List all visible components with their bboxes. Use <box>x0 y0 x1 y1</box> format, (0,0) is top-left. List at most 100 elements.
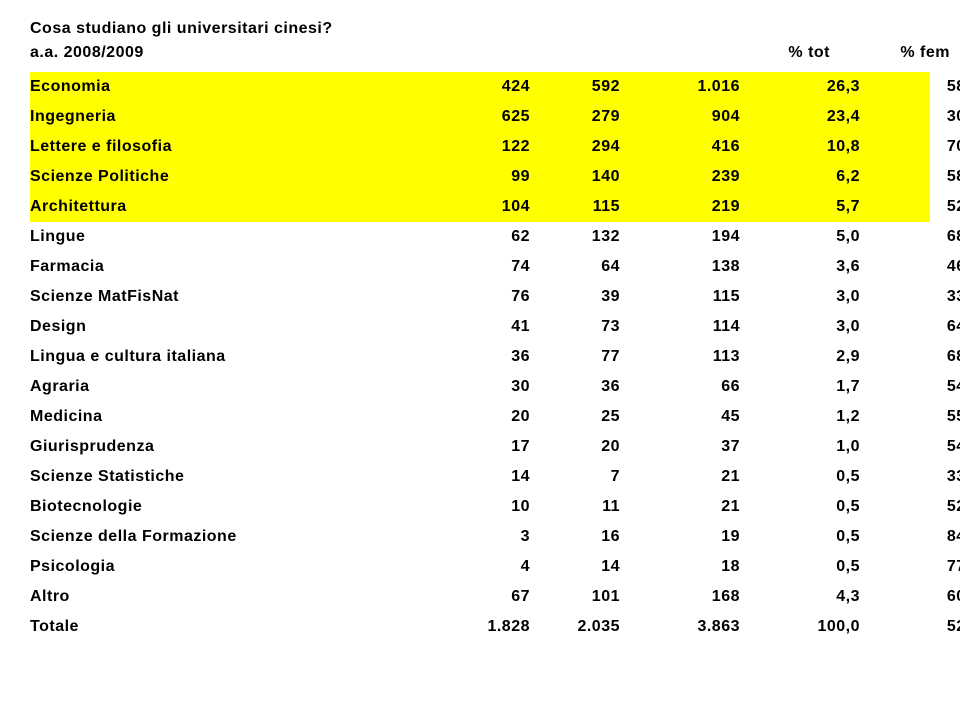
cell-c2: 132 <box>530 228 620 246</box>
cell-c2: 14 <box>530 558 620 576</box>
cell-c3: 21 <box>620 468 740 486</box>
cell-c5: 33,9 <box>860 288 960 306</box>
cell-c4: 5,7 <box>740 198 860 216</box>
row-label: Scienze MatFisNat <box>30 288 430 306</box>
row-label: Ingegneria <box>30 108 430 126</box>
table-row: Agraria3036661,754,5 <box>30 372 930 402</box>
cell-c5: 77,8 <box>860 558 960 576</box>
cell-c5: 58,6 <box>860 168 960 186</box>
cell-c1: 99 <box>430 168 530 186</box>
cell-c2: 115 <box>530 198 620 216</box>
cell-c2: 39 <box>530 288 620 306</box>
cell-c3: 1.016 <box>620 78 740 96</box>
header-col-3 <box>620 44 710 62</box>
cell-c5: 68,1 <box>860 348 960 366</box>
cell-c4: 26,3 <box>740 78 860 96</box>
cell-c1: 17 <box>430 438 530 456</box>
cell-c1: 122 <box>430 138 530 156</box>
row-label: Scienze Politiche <box>30 168 430 186</box>
cell-c1: 14 <box>430 468 530 486</box>
cell-c1: 67 <box>430 588 530 606</box>
cell-c5: 64,0 <box>860 318 960 336</box>
cell-c2: 73 <box>530 318 620 336</box>
cell-c3: 194 <box>620 228 740 246</box>
cell-c1: 424 <box>430 78 530 96</box>
cell-c4: 100,0 <box>740 618 860 636</box>
row-label: Psicologia <box>30 558 430 576</box>
row-label: Scienze Statistiche <box>30 468 430 486</box>
cell-c2: 140 <box>530 168 620 186</box>
cell-c4: 3,0 <box>740 318 860 336</box>
row-label: Lingue <box>30 228 430 246</box>
cell-c2: 77 <box>530 348 620 366</box>
header-row: a.a. 2008/2009 % tot % fem <box>30 44 930 62</box>
cell-c3: 37 <box>620 438 740 456</box>
cell-c3: 66 <box>620 378 740 396</box>
data-table: Economia4245921.01626,358,3Ingegneria625… <box>30 72 930 642</box>
cell-c4: 0,5 <box>740 498 860 516</box>
cell-c1: 1.828 <box>430 618 530 636</box>
cell-c3: 21 <box>620 498 740 516</box>
cell-c3: 19 <box>620 528 740 546</box>
cell-c4: 1,7 <box>740 378 860 396</box>
row-label: Scienze della Formazione <box>30 528 430 546</box>
header-col-2 <box>530 44 620 62</box>
cell-c4: 10,8 <box>740 138 860 156</box>
cell-c2: 16 <box>530 528 620 546</box>
header-col-1 <box>430 44 530 62</box>
table-row: Scienze della Formazione316190,584,2 <box>30 522 930 552</box>
cell-c1: 74 <box>430 258 530 276</box>
cell-c5: 55,6 <box>860 408 960 426</box>
cell-c5: 52,4 <box>860 498 960 516</box>
cell-c2: 2.035 <box>530 618 620 636</box>
cell-c2: 294 <box>530 138 620 156</box>
cell-c4: 3,6 <box>740 258 860 276</box>
header-col-pct-tot: % tot <box>710 44 830 62</box>
table-row: Ingegneria62527990423,430,9 <box>30 102 930 132</box>
cell-c5: 84,2 <box>860 528 960 546</box>
cell-c3: 219 <box>620 198 740 216</box>
cell-c5: 54,1 <box>860 438 960 456</box>
row-label: Biotecnologie <box>30 498 430 516</box>
table-row: Psicologia414180,577,8 <box>30 552 930 582</box>
row-label: Giurisprudenza <box>30 438 430 456</box>
row-label: Design <box>30 318 430 336</box>
row-label: Altro <box>30 588 430 606</box>
cell-c3: 3.863 <box>620 618 740 636</box>
cell-c5: 46,4 <box>860 258 960 276</box>
cell-c1: 20 <box>430 408 530 426</box>
cell-c3: 138 <box>620 258 740 276</box>
row-label: Agraria <box>30 378 430 396</box>
cell-c5: 52,7 <box>860 618 960 636</box>
cell-c4: 0,5 <box>740 468 860 486</box>
cell-c2: 36 <box>530 378 620 396</box>
cell-c4: 1,0 <box>740 438 860 456</box>
cell-c3: 18 <box>620 558 740 576</box>
cell-c1: 625 <box>430 108 530 126</box>
row-label: Lingua e cultura italiana <box>30 348 430 366</box>
cell-c1: 3 <box>430 528 530 546</box>
cell-c5: 33,3 <box>860 468 960 486</box>
cell-c4: 5,0 <box>740 228 860 246</box>
table-row: Biotecnologie1011210,552,4 <box>30 492 930 522</box>
cell-c4: 1,2 <box>740 408 860 426</box>
cell-c1: 4 <box>430 558 530 576</box>
row-label: Lettere e filosofia <box>30 138 430 156</box>
table-row: Lingua e cultura italiana36771132,968,1 <box>30 342 930 372</box>
cell-c5: 54,5 <box>860 378 960 396</box>
cell-c4: 23,4 <box>740 108 860 126</box>
cell-c1: 104 <box>430 198 530 216</box>
cell-c4: 0,5 <box>740 558 860 576</box>
cell-c2: 64 <box>530 258 620 276</box>
cell-c1: 36 <box>430 348 530 366</box>
cell-c1: 76 <box>430 288 530 306</box>
cell-c4: 2,9 <box>740 348 860 366</box>
cell-c4: 4,3 <box>740 588 860 606</box>
cell-c1: 30 <box>430 378 530 396</box>
cell-c3: 904 <box>620 108 740 126</box>
cell-c5: 68,0 <box>860 228 960 246</box>
row-label: Architettura <box>30 198 430 216</box>
cell-c1: 62 <box>430 228 530 246</box>
cell-c2: 20 <box>530 438 620 456</box>
cell-c3: 114 <box>620 318 740 336</box>
